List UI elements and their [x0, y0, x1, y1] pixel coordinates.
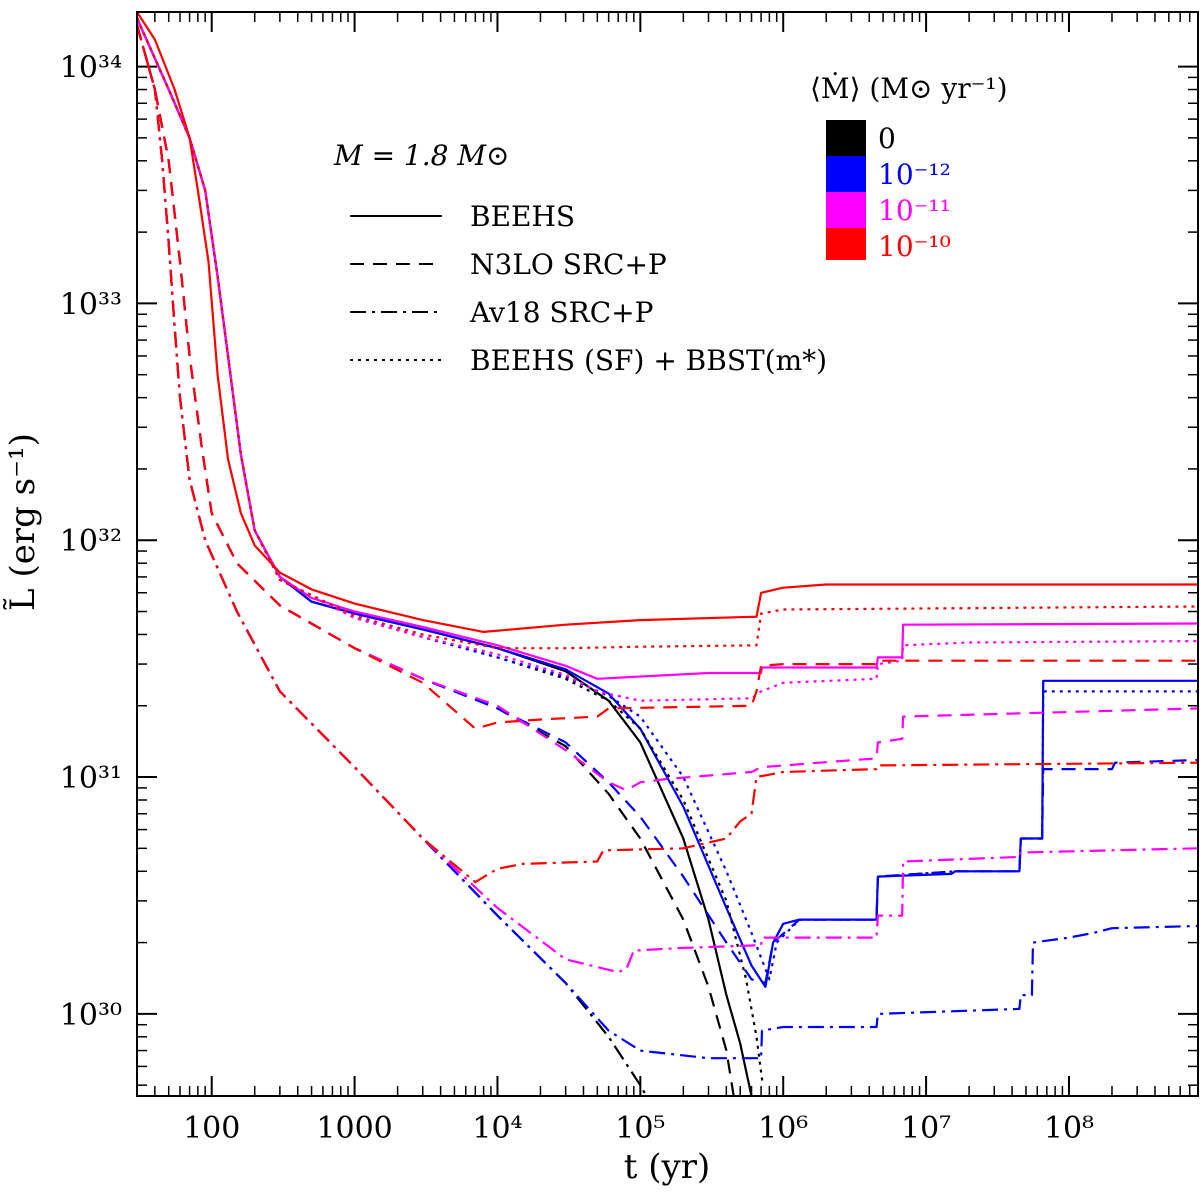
series-line [137, 24, 648, 1096]
x-tick-label: 10⁶ [758, 1111, 808, 1146]
y-axis-title: L̃ (erg s⁻¹) [3, 433, 43, 611]
major-ticks [137, 12, 1198, 1096]
series-line [137, 17, 1198, 680]
legend-swatch-1e-10 [826, 228, 866, 260]
legend-swatch-0 [826, 120, 866, 156]
legend-swatch-1e-11 [826, 192, 866, 228]
y-tick-labels: 10³⁰ 10³¹ 10³² 10³³ 10³⁴ [60, 51, 122, 1033]
series-line [137, 17, 764, 1086]
series-line [137, 17, 1198, 981]
x-tick-label: 10⁷ [901, 1111, 951, 1146]
legend-label-mdot-1e-10: 10⁻¹⁰ [878, 230, 951, 263]
series-line [137, 24, 1198, 884]
legend-label-av18: Av18 SRC+P [469, 296, 653, 329]
legend-label-beehs-sf-bbst: BEEHS (SF) + BBST(m*) [470, 344, 827, 377]
y-tick-label: 10³³ [60, 287, 122, 322]
plot-frame [136, 11, 1199, 1097]
curves [137, 12, 1198, 1096]
series-line [137, 12, 1198, 633]
x-tick-labels: 100 1000 10⁴ 10⁵ 10⁶ 10⁷ 10⁸ [183, 1111, 1094, 1146]
legend-label-n3lo: N3LO SRC+P [470, 248, 667, 281]
accretion-legend: ⟨Ṁ⟩ (M⊙ yr⁻¹) 0 10⁻¹² 10⁻¹¹ 10⁻¹⁰ [810, 72, 1008, 263]
line-style-legend: BEEHS N3LO SRC+P Av18 SRC+P BEEHS (SF) +… [350, 200, 827, 377]
x-tick-label: 1000 [316, 1111, 392, 1146]
x-tick-label: 10⁸ [1044, 1111, 1094, 1146]
x-axis-title: t (yr) [624, 1147, 710, 1187]
series-line [137, 24, 1198, 730]
x-tick-label: 10⁴ [472, 1111, 522, 1146]
series-line [137, 17, 1198, 650]
legend-label-mdot-0: 0 [878, 122, 896, 155]
series-line [137, 17, 753, 1096]
y-tick-label: 10³⁰ [60, 998, 122, 1033]
series-line [137, 17, 1198, 988]
accretion-legend-title: ⟨Ṁ⟩ (M⊙ yr⁻¹) [810, 72, 1008, 105]
y-tick-label: 10³¹ [60, 761, 122, 796]
y-tick-label: 10³⁴ [60, 51, 122, 86]
series-line [137, 24, 1198, 985]
series-line [137, 24, 1198, 974]
legend-label-mdot-1e-12: 10⁻¹² [878, 158, 951, 191]
minor-ticks [136, 12, 1199, 1096]
series-line [137, 24, 1198, 1060]
mass-label: M = 1.8 M⊙ [333, 139, 510, 172]
legend-swatch-1e-12 [826, 156, 866, 192]
x-tick-label: 100 [183, 1111, 240, 1146]
x-tick-label: 10⁵ [615, 1111, 665, 1146]
legend-label-mdot-1e-11: 10⁻¹¹ [878, 194, 951, 227]
y-tick-label: 10³² [60, 524, 122, 559]
series-line [137, 24, 735, 1096]
legend-label-beehs: BEEHS [470, 200, 575, 233]
